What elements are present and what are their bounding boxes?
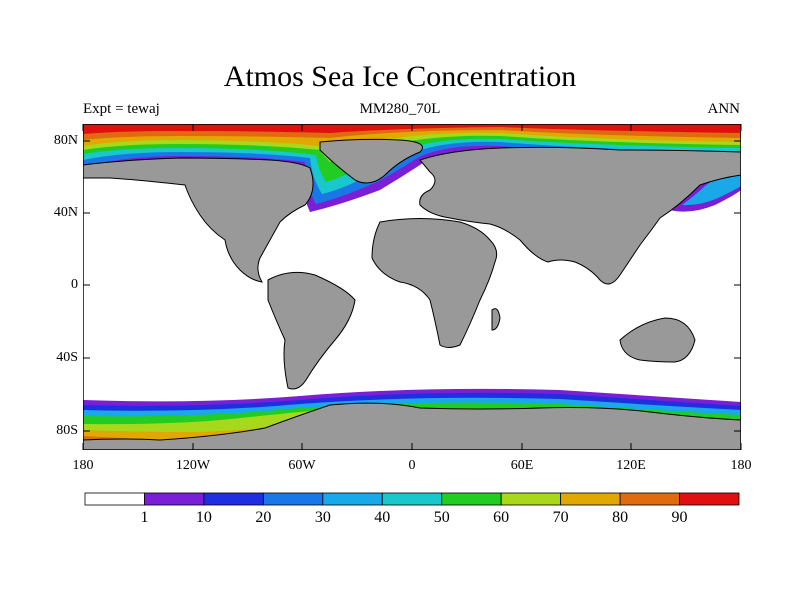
- colorbar-label: 20: [255, 509, 272, 526]
- colorbar: [84, 492, 740, 506]
- eurasia: [419, 146, 741, 285]
- colorbar-swatch: [560, 492, 621, 506]
- colorbar-swatch: [203, 492, 264, 506]
- colorbar-swatch: [144, 492, 205, 506]
- lon-label-180e: 180: [730, 458, 752, 473]
- lon-label-120w: 120W: [175, 458, 211, 473]
- lat-label-80s: 80S: [56, 423, 78, 438]
- colorbar-swatch: [322, 492, 383, 506]
- colorbar-label: 30: [314, 509, 331, 526]
- season-label: ANN: [707, 101, 741, 117]
- greenland: [319, 138, 423, 184]
- australia: [619, 317, 696, 363]
- lat-label-40s: 40S: [56, 350, 78, 365]
- colorbar-swatch: [84, 492, 145, 506]
- lon-label-0: 0: [408, 458, 416, 473]
- colorbar-label: 10: [195, 509, 212, 526]
- colorbar-swatch: [679, 492, 740, 506]
- lat-label-0: 0: [71, 277, 78, 292]
- arctic-sea-ice: [83, 124, 741, 212]
- colorbar-label: 50: [433, 509, 450, 526]
- colorbar-swatch: [381, 492, 443, 506]
- lon-label-60e: 60E: [510, 458, 534, 473]
- antarctica: [83, 402, 741, 450]
- experiment-label: Expt = tewaj: [83, 101, 160, 117]
- map-title: Atmos Sea Ice Concentration: [223, 60, 577, 93]
- lat-label-40n: 40N: [53, 205, 78, 220]
- colorbar-swatch: [619, 492, 680, 506]
- axis-ticks: [82, 124, 742, 450]
- lon-label-180w: 180: [72, 458, 94, 473]
- colorbar-label: 60: [493, 509, 510, 526]
- colorbar-label: 80: [612, 509, 629, 526]
- lat-label-80n: 80N: [53, 133, 78, 148]
- lon-label-120e: 120E: [616, 458, 646, 473]
- africa: [371, 218, 498, 348]
- colorbar-label: 90: [671, 509, 688, 526]
- land-masses: [83, 138, 741, 450]
- north-america: [83, 157, 314, 283]
- colorbar-swatch: [441, 492, 502, 506]
- madagascar: [491, 308, 501, 331]
- colorbar-label: 40: [374, 509, 391, 526]
- south-america: [267, 271, 356, 390]
- colorbar-label: 1: [140, 509, 149, 526]
- model-label: MM280_70L: [359, 101, 441, 117]
- colorbar-swatch: [500, 492, 562, 506]
- colorbar-swatch: [262, 492, 324, 506]
- lon-label-60w: 60W: [288, 458, 316, 473]
- colorbar-label: 70: [552, 509, 569, 526]
